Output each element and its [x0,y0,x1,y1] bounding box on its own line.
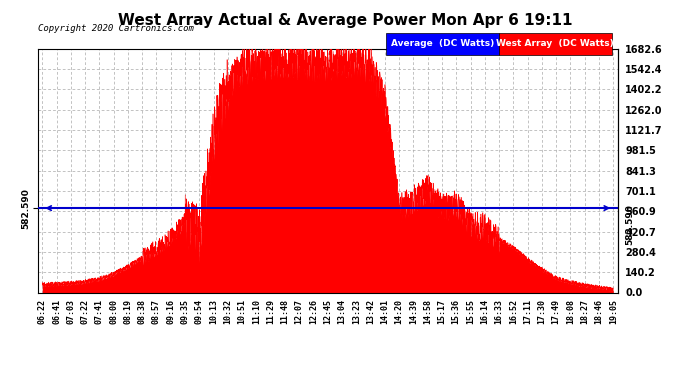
Text: West Array  (DC Watts): West Array (DC Watts) [496,39,614,48]
FancyBboxPatch shape [499,33,612,55]
Text: Average  (DC Watts): Average (DC Watts) [391,39,494,48]
Text: Copyright 2020 Cartronics.com: Copyright 2020 Cartronics.com [38,24,194,33]
Text: West Array Actual & Average Power Mon Apr 6 19:11: West Array Actual & Average Power Mon Ap… [118,13,572,28]
FancyBboxPatch shape [386,33,499,55]
